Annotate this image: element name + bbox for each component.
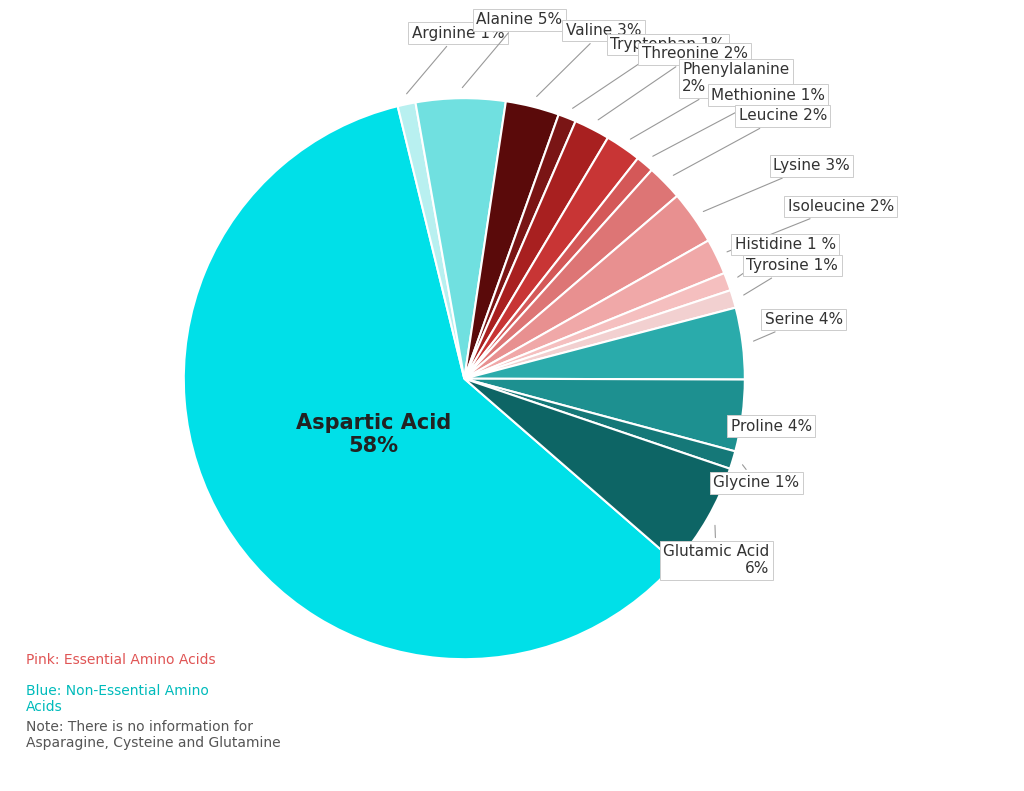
Text: Tyrosine 1%: Tyrosine 1% — [743, 258, 839, 295]
Wedge shape — [464, 138, 638, 379]
Text: Note: There is no information for
Asparagine, Cysteine and Glutamine: Note: There is no information for Aspara… — [26, 720, 281, 750]
Text: Leucine 2%: Leucine 2% — [674, 108, 827, 176]
Text: Methionine 1%: Methionine 1% — [652, 88, 825, 157]
Wedge shape — [464, 308, 744, 380]
Text: Tryptophan 1%: Tryptophan 1% — [572, 37, 725, 108]
Wedge shape — [183, 106, 676, 659]
Wedge shape — [464, 196, 709, 379]
Text: Blue: Non-Essential Amino
Acids: Blue: Non-Essential Amino Acids — [26, 684, 209, 714]
Wedge shape — [397, 103, 464, 379]
Text: Glycine 1%: Glycine 1% — [714, 465, 800, 490]
Text: Serine 4%: Serine 4% — [754, 312, 843, 341]
Text: Isoleucine 2%: Isoleucine 2% — [727, 199, 894, 252]
Wedge shape — [464, 158, 651, 379]
Text: Valine 3%: Valine 3% — [537, 23, 641, 97]
Text: Arginine 1%: Arginine 1% — [407, 25, 504, 94]
Wedge shape — [464, 240, 724, 379]
Text: Alanine 5%: Alanine 5% — [462, 12, 562, 88]
Text: Lysine 3%: Lysine 3% — [703, 158, 850, 211]
Text: Proline 4%: Proline 4% — [731, 418, 812, 433]
Text: Pink: Essential Amino Acids: Pink: Essential Amino Acids — [26, 653, 215, 667]
Wedge shape — [464, 170, 677, 379]
Wedge shape — [464, 290, 735, 379]
Text: Aspartic Acid
58%: Aspartic Acid 58% — [296, 413, 451, 456]
Wedge shape — [416, 98, 506, 379]
Text: Glutamic Acid
6%: Glutamic Acid 6% — [664, 525, 769, 577]
Wedge shape — [464, 273, 730, 379]
Wedge shape — [464, 379, 730, 562]
Wedge shape — [464, 379, 744, 452]
Text: Phenylalanine
2%: Phenylalanine 2% — [631, 62, 790, 139]
Text: Histidine 1 %: Histidine 1 % — [735, 237, 836, 277]
Wedge shape — [464, 379, 735, 469]
Text: Threonine 2%: Threonine 2% — [598, 47, 748, 120]
Wedge shape — [464, 101, 559, 379]
Wedge shape — [464, 115, 575, 379]
Wedge shape — [464, 121, 608, 379]
